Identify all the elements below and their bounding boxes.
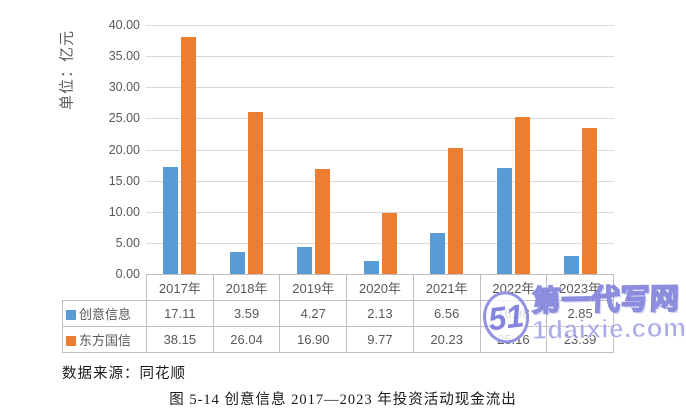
table-row-东方国信: 东方国信 38.15 26.04 16.90 9.77 20.23 25.16 23.39 — [62, 326, 614, 353]
value-cell: 26.04 — [212, 326, 281, 353]
year-header-cell: 2023年 — [546, 274, 614, 301]
bar-创意信息-2022年 — [497, 168, 513, 274]
bar-创意信息-2021年 — [430, 233, 446, 274]
bar-创意信息-2017年 — [162, 167, 178, 274]
gridline — [146, 118, 614, 120]
bar-东方国信-2017年 — [180, 36, 196, 274]
value-cell: 16.90 — [279, 326, 348, 353]
bar-创意信息-2019年 — [296, 247, 312, 274]
table-header-row: 2017年 2018年 2019年 2020年 2021年 2022年 2023年 — [63, 274, 614, 301]
value-cell: 17.11 — [146, 300, 214, 327]
gridline — [146, 242, 614, 244]
value-cell: 2.13 — [346, 300, 414, 327]
bar-东方国信-2018年 — [247, 111, 263, 274]
legend-swatch-icon — [66, 310, 76, 320]
y-tick-label: 15.00 — [108, 173, 140, 188]
value-cell: 9.77 — [346, 326, 414, 353]
gridline — [146, 211, 614, 213]
figure-caption: 图 5-14 创意信息 2017—2023 年投资活动现金流出 — [169, 392, 517, 408]
legend-cell-东方国信: 东方国信 — [62, 326, 147, 353]
gridline — [146, 56, 614, 58]
year-header-cell: 2021年 — [412, 274, 481, 301]
value-cell: 20.23 — [412, 326, 481, 353]
y-tick-label: 0.00 — [115, 267, 140, 281]
legend-cell-创意信息: 创意信息 — [62, 300, 147, 327]
gridline — [146, 180, 614, 182]
y-tick-label: 40.00 — [108, 18, 140, 32]
value-cell: 6.56 — [412, 300, 481, 327]
source-note: 数据来源：同花顺 — [62, 366, 186, 382]
gridline — [146, 149, 614, 151]
y-tick-label: 25.00 — [108, 111, 140, 126]
series-name: 创意信息 — [79, 307, 132, 322]
year-header-cell: 2019年 — [279, 274, 348, 301]
series-name: 东方国信 — [79, 333, 132, 348]
year-header-cell: 2017年 — [146, 274, 214, 301]
y-tick-label: 5.00 — [115, 235, 140, 250]
y-axis-title: 单位：亿元 — [58, 30, 76, 111]
y-tick-label: 35.00 — [108, 49, 140, 64]
gridline — [146, 25, 614, 26]
y-tick-label: 30.00 — [108, 80, 140, 95]
bar-东方国信-2021年 — [448, 148, 464, 274]
legend-swatch-icon — [66, 336, 76, 346]
y-tick-label: 20.00 — [108, 142, 140, 157]
data-table: 2017年 2018年 2019年 2020年 2021年 2022年 2023年创意信息 1… — [62, 274, 614, 353]
value-cell: 4.27 — [279, 300, 348, 327]
bar-创意信息-2023年 — [564, 256, 580, 274]
year-header-cell: 2018年 — [212, 274, 281, 301]
table-row-创意信息: 创意信息 17.11 3.59 4.27 2.13 6.56 16.98 2.85 — [62, 300, 614, 327]
value-cell: 16.98 — [479, 300, 548, 327]
year-header-cell: 2022年 — [479, 274, 548, 301]
value-cell: 38.15 — [146, 326, 214, 353]
value-cell: 23.39 — [546, 326, 614, 353]
gridline — [146, 87, 614, 89]
bar-创意信息-2020年 — [363, 260, 379, 274]
bar-创意信息-2018年 — [229, 251, 245, 274]
y-tick-label: 10.00 — [108, 204, 140, 219]
value-cell: 3.59 — [212, 300, 281, 327]
table-corner-cell — [63, 275, 147, 301]
year-header-cell: 2020年 — [346, 274, 414, 301]
bar-东方国信-2023年 — [582, 128, 598, 274]
value-cell: 25.16 — [479, 326, 548, 353]
plot-area — [146, 25, 614, 275]
bar-东方国信-2019年 — [314, 168, 330, 274]
bar-东方国信-2020年 — [381, 213, 397, 274]
bar-东方国信-2022年 — [515, 117, 531, 274]
value-cell: 2.85 — [546, 300, 614, 327]
